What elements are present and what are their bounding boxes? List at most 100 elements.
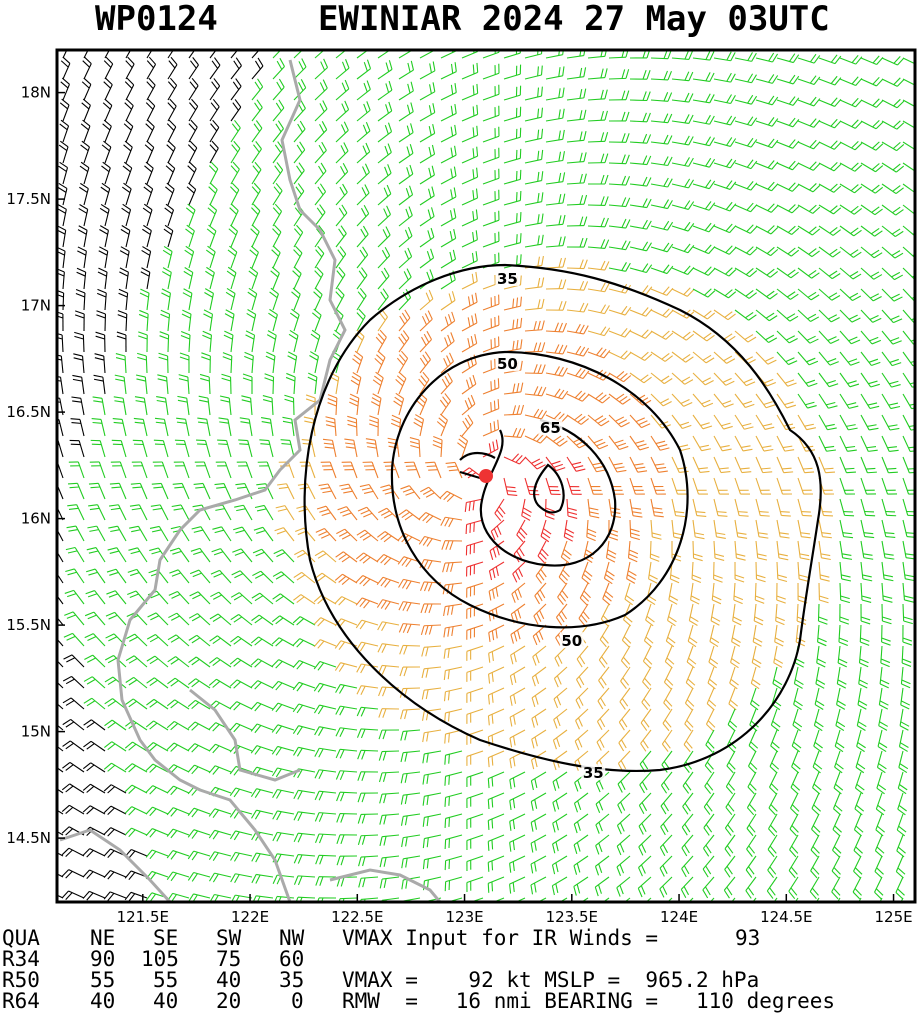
wind-barb	[902, 330, 915, 345]
wind-barb	[629, 155, 652, 166]
wind-barb	[146, 77, 156, 101]
wind-barb	[309, 351, 320, 374]
wind-barb	[166, 140, 176, 164]
wind-barb	[516, 519, 528, 543]
wind-barb	[337, 506, 358, 521]
wind-barb	[176, 417, 190, 437]
wind-barb	[692, 244, 716, 255]
wind-barb	[629, 241, 652, 252]
wind-barb	[251, 57, 264, 80]
wind-barb	[671, 477, 687, 495]
wind-barb	[313, 682, 337, 693]
wind-barb	[530, 750, 547, 770]
wind-barb	[524, 298, 545, 311]
wind-barb	[897, 792, 907, 816]
wind-barb	[650, 156, 673, 167]
wind-barb	[734, 73, 757, 84]
wind-barb	[509, 708, 526, 727]
wind-barb	[545, 87, 565, 101]
wind-barb	[881, 519, 896, 539]
wind-barb	[545, 172, 566, 185]
wind-barb	[818, 267, 841, 280]
wind-barb	[421, 687, 442, 700]
wind-barb	[271, 745, 295, 756]
wind-barb	[639, 771, 652, 794]
wind-barb	[772, 666, 783, 690]
wind-barb	[639, 750, 652, 773]
wind-barb	[230, 635, 253, 647]
wind-barb	[210, 569, 232, 584]
wind-barb	[84, 654, 106, 668]
wind-barb	[818, 582, 829, 604]
wind-barb	[138, 331, 148, 353]
wind-barb	[57, 375, 64, 395]
wind-barb	[335, 59, 350, 80]
wind-barb	[797, 540, 810, 561]
wind-barb	[587, 498, 600, 519]
wind-barb	[503, 477, 518, 497]
wind-barb	[671, 414, 692, 430]
wind-barb	[728, 687, 738, 711]
wind-barb	[356, 641, 379, 652]
r64-ne: 40	[90, 989, 115, 1013]
wind-barb	[422, 771, 442, 785]
wind-barb	[692, 393, 714, 408]
wind-barb	[860, 477, 877, 495]
wind-barb	[650, 177, 673, 188]
wind-barb	[724, 813, 736, 836]
wind-barb	[131, 461, 148, 479]
wind-barb	[140, 267, 151, 290]
wind-barb	[57, 289, 65, 311]
wind-barb	[230, 614, 253, 626]
wind-barb	[310, 329, 321, 353]
wind-barb	[734, 181, 758, 191]
wind-barb	[839, 561, 852, 582]
wind-barb	[251, 614, 274, 626]
wind-barb	[106, 568, 127, 584]
wind-barb	[692, 222, 716, 233]
wind-barb	[860, 309, 882, 323]
wind-barb	[69, 439, 85, 458]
wind-barb	[573, 792, 589, 813]
wind-barb	[566, 413, 589, 425]
wind-barb	[776, 309, 799, 322]
wind-barb	[734, 519, 748, 539]
wind-barb	[104, 741, 127, 752]
wind-barb	[860, 435, 878, 452]
wind-barb	[318, 483, 337, 500]
wind-barb	[608, 133, 630, 143]
wind-barb	[755, 246, 779, 257]
wind-barb	[250, 224, 260, 248]
wind-barb	[776, 96, 800, 106]
wind-barb	[466, 855, 484, 871]
wind-barb	[860, 582, 872, 603]
wind-barb	[248, 266, 259, 290]
wind-barb	[854, 792, 865, 816]
wind-barb	[524, 171, 544, 185]
wind-barb	[587, 132, 609, 143]
wind-barb	[208, 743, 232, 754]
wind-barb	[393, 392, 405, 416]
wind-barb	[660, 813, 673, 836]
wind-barb	[57, 830, 64, 836]
wind-barb	[683, 750, 694, 773]
wind-barb	[230, 592, 253, 605]
wind-barb	[60, 56, 71, 80]
wind-barb	[482, 439, 499, 458]
wind-barb	[687, 624, 698, 648]
wind-barb	[273, 549, 295, 563]
wind-barb	[624, 897, 631, 902]
wind-barb	[839, 204, 862, 215]
wind-barb	[746, 792, 757, 816]
wind-barb	[797, 351, 819, 366]
wind-barb	[398, 309, 411, 332]
wind-barb	[239, 417, 253, 437]
wind-barb	[713, 158, 737, 169]
wind-barb	[902, 603, 913, 625]
wind-barb	[751, 645, 762, 668]
wind-barb	[442, 561, 463, 573]
wind-barb	[773, 645, 784, 668]
wind-barb	[356, 529, 379, 542]
